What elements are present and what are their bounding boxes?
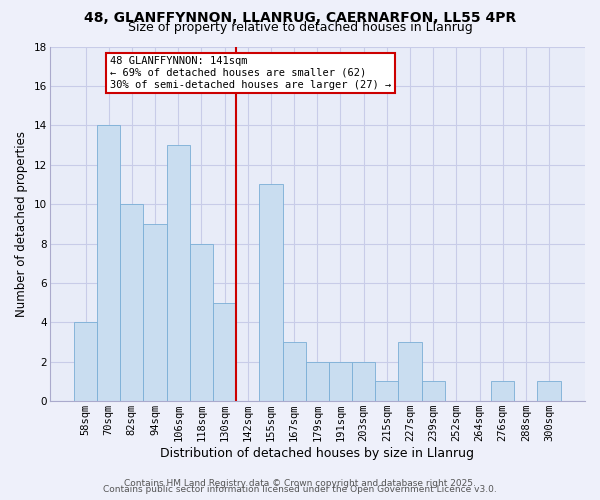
Text: Contains public sector information licensed under the Open Government Licence v3: Contains public sector information licen… [103, 485, 497, 494]
Bar [283, 342, 306, 401]
Bar [306, 362, 329, 401]
Bar [120, 204, 143, 401]
Bar [167, 145, 190, 401]
Bar [491, 382, 514, 401]
Text: 48, GLANFFYNNON, LLANRUG, CAERNARFON, LL55 4PR: 48, GLANFFYNNON, LLANRUG, CAERNARFON, LL… [84, 11, 516, 25]
Bar [329, 362, 352, 401]
Bar [97, 126, 120, 401]
Bar [422, 382, 445, 401]
Y-axis label: Number of detached properties: Number of detached properties [15, 131, 28, 317]
Text: 48 GLANFFYNNON: 141sqm
← 69% of detached houses are smaller (62)
30% of semi-det: 48 GLANFFYNNON: 141sqm ← 69% of detached… [110, 56, 391, 90]
Bar [538, 382, 560, 401]
Bar [398, 342, 422, 401]
Text: Size of property relative to detached houses in Llanrug: Size of property relative to detached ho… [128, 21, 472, 34]
Text: Contains HM Land Registry data © Crown copyright and database right 2025.: Contains HM Land Registry data © Crown c… [124, 478, 476, 488]
Bar [143, 224, 167, 401]
Bar [190, 244, 213, 401]
Bar [259, 184, 283, 401]
Bar [74, 322, 97, 401]
Bar [375, 382, 398, 401]
X-axis label: Distribution of detached houses by size in Llanrug: Distribution of detached houses by size … [160, 447, 474, 460]
Bar [352, 362, 375, 401]
Bar [213, 302, 236, 401]
